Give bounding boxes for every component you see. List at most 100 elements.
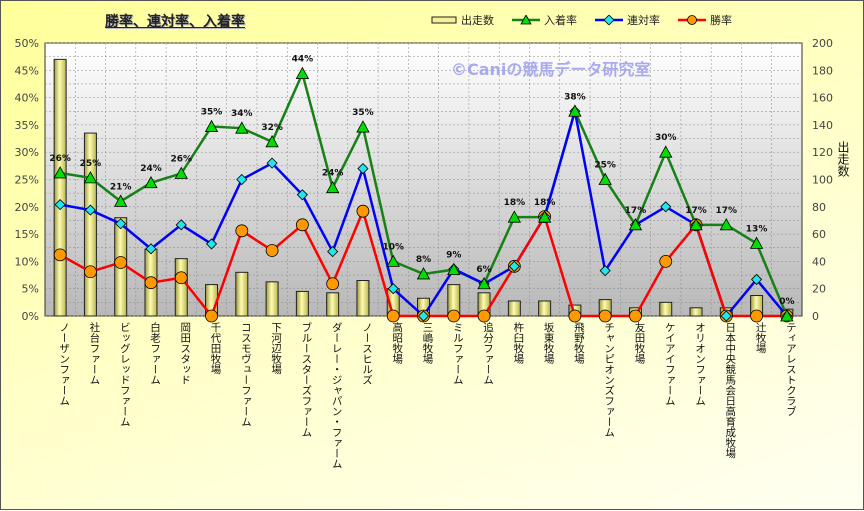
circle-marker <box>84 265 97 279</box>
data-label: 25% <box>80 159 102 169</box>
data-label: 44% <box>292 55 314 65</box>
category-label: 高昭牧場 <box>391 321 403 365</box>
diamond-marker <box>84 204 96 216</box>
triangle-marker <box>325 180 340 194</box>
diamond-marker <box>145 243 157 255</box>
triangle-marker <box>477 276 491 290</box>
left-axis-tick-label: 0% <box>22 310 39 323</box>
triangle-marker <box>386 254 400 267</box>
data-label: 35% <box>352 108 374 118</box>
triangle-marker <box>689 217 703 231</box>
category-label: ダーレー・ジャパン・ファーム <box>331 322 343 469</box>
diamond-marker <box>357 163 369 175</box>
legend-item-win-rate: 勝率 <box>678 12 732 28</box>
bar-swatch-icon <box>431 16 457 24</box>
category-label: 社台ファーム <box>88 321 100 385</box>
category-label: ケイアイファーム <box>664 322 676 406</box>
category-label: ティアレストクラブ <box>785 322 797 417</box>
data-label: 30% <box>655 133 677 143</box>
left-axis-tick-label: 45% <box>15 64 39 77</box>
circle-marker <box>205 309 218 323</box>
diamond-line-icon <box>595 15 623 25</box>
triangle-marker <box>659 145 673 158</box>
triangle-marker <box>537 210 552 223</box>
legend-label: 勝率 <box>710 14 732 27</box>
category-label: 辻牧場 <box>755 321 767 354</box>
bar <box>356 280 370 317</box>
data-label: 13% <box>746 224 768 234</box>
data-label: 17% <box>685 206 707 216</box>
triangle-marker <box>507 210 522 223</box>
triangle-marker <box>628 217 643 231</box>
circle-marker <box>295 218 309 232</box>
diamond-marker <box>327 246 339 258</box>
chart-title: 勝率、連対率、入着率 <box>105 14 245 30</box>
data-label: 24% <box>322 169 344 179</box>
data-label: 21% <box>110 182 132 192</box>
category-label: 友田牧場 <box>633 321 645 365</box>
triangle-line-icon <box>512 15 540 25</box>
bar <box>538 300 552 317</box>
legend: 出走数 入着率 連対率 勝率 <box>431 12 732 28</box>
circle-marker <box>144 276 158 290</box>
data-label: 17% <box>716 206 738 216</box>
left-axis-tick-label: 15% <box>15 228 39 241</box>
right-axis-tick-label: 160 <box>812 92 833 105</box>
data-label: 17% <box>625 206 647 216</box>
category-label: ビッグレッドファーム <box>119 322 131 427</box>
diamond-marker <box>387 283 399 295</box>
data-label: 18% <box>504 198 526 208</box>
triangle-marker <box>295 66 310 79</box>
triangle-marker <box>447 262 461 275</box>
bar <box>689 307 703 317</box>
circle-marker <box>568 309 582 323</box>
circle-line-icon <box>678 15 706 25</box>
right-axis-tick-label: 60 <box>812 228 826 241</box>
category-label: 白老ファーム <box>149 321 161 385</box>
triangle-marker <box>265 134 279 148</box>
watermark: ©Caniの競馬データ研究室 <box>451 60 651 79</box>
category-label: ノースヒルズ <box>361 322 373 385</box>
category-label: チャンピオンズファーム <box>603 322 615 438</box>
data-label: 26% <box>170 154 192 164</box>
left-axis-tick-label: 30% <box>15 146 39 159</box>
category-label: 岡田スタッド <box>179 322 191 385</box>
bar <box>507 300 521 317</box>
diamond-marker <box>296 189 308 201</box>
circle-marker <box>114 256 128 269</box>
circle-marker <box>356 204 370 218</box>
diamond-marker <box>660 201 672 213</box>
circle-marker <box>477 309 491 323</box>
diamond-marker <box>751 273 763 285</box>
legend-item-place-rate: 入着率 <box>512 12 577 28</box>
right-axis-tick-label: 100 <box>812 174 833 187</box>
bar <box>235 271 249 317</box>
triangle-marker <box>568 104 582 117</box>
circle-marker <box>598 309 612 323</box>
right-axis-tick-label: 20 <box>812 283 826 296</box>
category-label: 三嶋牧場 <box>422 322 434 365</box>
circle-marker <box>750 309 763 323</box>
left-axis-tick-label: 40% <box>15 92 39 105</box>
category-label: 杵臼牧場 <box>512 321 524 365</box>
triangle-marker <box>83 171 98 184</box>
triangle-marker <box>719 217 733 231</box>
legend-item-top2-rate: 連対率 <box>595 12 660 28</box>
category-label: 追分ファーム <box>482 321 494 385</box>
data-label: 6% <box>476 265 491 275</box>
diamond-marker <box>417 310 430 322</box>
diamond-marker <box>236 173 248 186</box>
triangle-marker <box>780 309 794 322</box>
data-label: 0% <box>779 297 794 307</box>
category-label: ブルースターズファーム <box>300 321 312 437</box>
legend-label: 入着率 <box>544 14 577 27</box>
triangle-marker <box>144 175 158 189</box>
category-label: 飛野牧場 <box>573 322 585 365</box>
diamond-marker <box>508 260 520 272</box>
data-label: 32% <box>261 123 283 133</box>
data-label: 18% <box>534 198 556 208</box>
right-axis-tick-label: 0 <box>812 310 819 323</box>
right-axis-tick-label: 80 <box>812 201 826 214</box>
category-label: オリオンファーム <box>694 322 706 406</box>
